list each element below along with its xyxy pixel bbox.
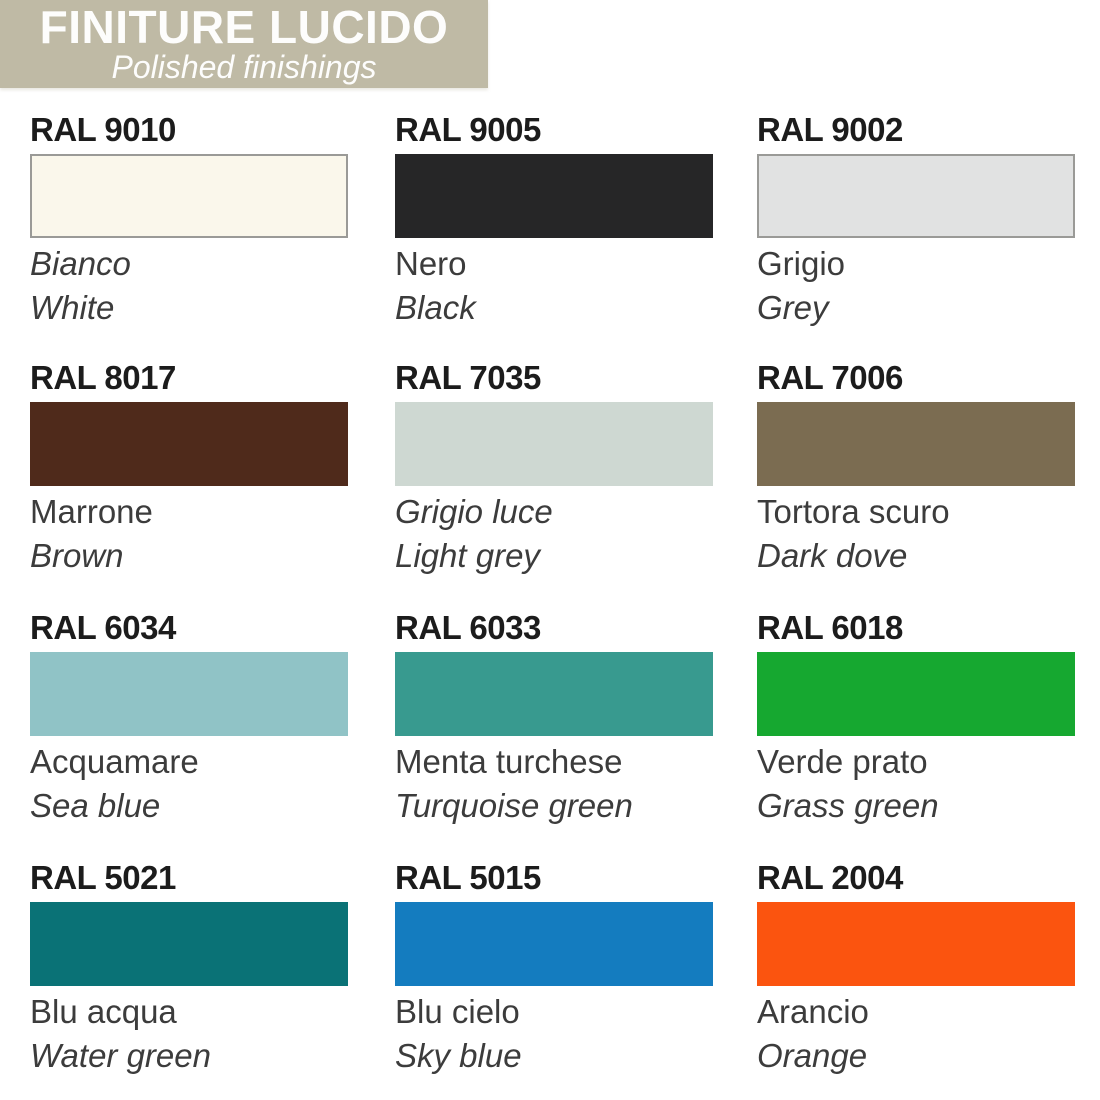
swatch-cell-ral-7035: RAL 7035 Grigio luce Light grey	[395, 360, 713, 586]
name-english: Grass green	[757, 787, 939, 824]
swatch-cell-ral-5015: RAL 5015 Blu cielo Sky blue	[395, 860, 713, 1086]
color-swatch	[757, 154, 1075, 238]
name-english: White	[30, 289, 115, 326]
name-italian: Nero	[395, 245, 467, 282]
name-italian: Marrone	[30, 493, 153, 530]
ral-code: RAL 9010	[30, 111, 176, 148]
color-swatch	[757, 402, 1075, 486]
ral-code: RAL 6033	[395, 609, 541, 646]
name-english: Sky blue	[395, 1037, 522, 1074]
color-swatch	[395, 402, 713, 486]
ral-code: RAL 5021	[30, 859, 176, 896]
swatch-cell-ral-9010: RAL 9010 Bianco White	[30, 112, 348, 338]
page-title: FINITURE LUCIDO	[39, 1, 449, 53]
name-english: Grey	[757, 289, 829, 326]
ral-code: RAL 6034	[30, 609, 176, 646]
ral-code: RAL 9005	[395, 111, 541, 148]
name-english: Sea blue	[30, 787, 161, 824]
name-english: Turquoise green	[395, 787, 633, 824]
ral-code: RAL 7006	[757, 359, 903, 396]
ral-code: RAL 9002	[757, 111, 903, 148]
name-italian: Blu cielo	[395, 993, 520, 1030]
color-swatch	[30, 154, 348, 238]
name-italian: Verde prato	[757, 743, 928, 780]
header-banner: FINITURE LUCIDO Polished finishings	[0, 0, 488, 88]
ral-code: RAL 2004	[757, 859, 903, 896]
swatch-cell-ral-9002: RAL 9002 Grigio Grey	[757, 112, 1075, 338]
color-swatch	[30, 902, 348, 986]
swatch-cell-ral-8017: RAL 8017 Marrone Brown	[30, 360, 348, 586]
name-italian: Bianco	[30, 245, 131, 282]
swatch-cell-ral-2004: RAL 2004 Arancio Orange	[757, 860, 1075, 1086]
name-english: Black	[395, 289, 476, 326]
swatch-cell-ral-6033: RAL 6033 Menta turchese Turquoise green	[395, 610, 713, 836]
name-italian: Acquamare	[30, 743, 199, 780]
name-english: Orange	[757, 1037, 868, 1074]
color-swatch	[395, 652, 713, 736]
swatch-cell-ral-9005: RAL 9005 Nero Black	[395, 112, 713, 338]
swatch-cell-ral-6018: RAL 6018 Verde prato Grass green	[757, 610, 1075, 836]
ral-code: RAL 8017	[30, 359, 176, 396]
name-english: Dark dove	[757, 537, 908, 574]
name-italian: Tortora scuro	[757, 493, 950, 530]
swatch-cell-ral-6034: RAL 6034 Acquamare Sea blue	[30, 610, 348, 836]
name-italian: Arancio	[757, 993, 869, 1030]
color-swatch	[757, 652, 1075, 736]
color-swatch	[30, 402, 348, 486]
name-english: Brown	[30, 537, 124, 574]
ral-code: RAL 6018	[757, 609, 903, 646]
name-english: Water green	[30, 1037, 211, 1074]
name-italian: Blu acqua	[30, 993, 177, 1030]
ral-code: RAL 5015	[395, 859, 541, 896]
swatch-cell-ral-7006: RAL 7006 Tortora scuro Dark dove	[757, 360, 1075, 586]
color-swatch	[395, 902, 713, 986]
name-english: Light grey	[395, 537, 540, 574]
swatch-cell-ral-5021: RAL 5021 Blu acqua Water green	[30, 860, 348, 1086]
page-subtitle: Polished finishings	[111, 49, 377, 85]
color-swatch	[395, 154, 713, 238]
color-swatch	[757, 902, 1075, 986]
name-italian: Grigio	[757, 245, 846, 282]
color-swatch	[30, 652, 348, 736]
ral-code: RAL 7035	[395, 359, 541, 396]
name-italian: Menta turchese	[395, 743, 623, 780]
name-italian: Grigio luce	[395, 493, 553, 530]
